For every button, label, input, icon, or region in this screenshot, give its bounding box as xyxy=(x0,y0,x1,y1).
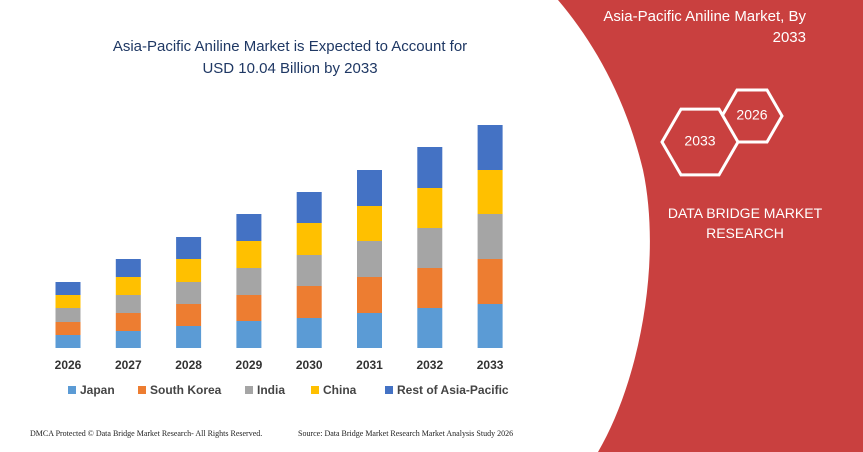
bar-segment xyxy=(236,268,262,295)
bar-segment xyxy=(296,255,322,286)
bar-segment xyxy=(236,295,262,321)
legend-label: South Korea xyxy=(150,383,222,397)
legend-label: India xyxy=(257,383,285,397)
x-tick-label: 2026 xyxy=(55,358,82,372)
bar-segment xyxy=(115,313,141,331)
bar-segment xyxy=(357,206,382,241)
bar-segment xyxy=(357,277,382,313)
footer-left: DMCA Protected © Data Bridge Market Rese… xyxy=(30,429,263,438)
bar-segment xyxy=(357,241,382,277)
bar-segment xyxy=(236,241,262,268)
legend-label: Rest of Asia-Pacific xyxy=(397,383,509,397)
bar-segment xyxy=(477,214,503,259)
bar-segment xyxy=(176,259,202,282)
panel-title: Asia-Pacific Aniline Market, By 2033 xyxy=(603,8,806,46)
bar-segment xyxy=(176,304,202,326)
hexagon xyxy=(660,107,740,177)
bar-segment xyxy=(296,223,322,255)
red-panel xyxy=(558,0,863,452)
x-tick-label: 2030 xyxy=(296,358,323,372)
bar-segment xyxy=(477,125,503,170)
bar-segment xyxy=(477,259,503,304)
bar-segment xyxy=(55,295,81,308)
bar-segment xyxy=(417,147,443,188)
bar-segment xyxy=(115,331,141,348)
bar-segment xyxy=(417,268,443,308)
bar-segment xyxy=(417,308,443,348)
bar-segment xyxy=(477,304,503,348)
x-tick-label: 2031 xyxy=(356,358,383,372)
legend-swatch xyxy=(385,386,393,394)
legend-label: China xyxy=(323,383,357,397)
bar-segment xyxy=(236,321,262,348)
bar-segment xyxy=(115,259,141,277)
bar-segment xyxy=(357,313,382,348)
bar-segment xyxy=(236,214,262,241)
x-tick-label: 2033 xyxy=(477,358,504,372)
bar-segment xyxy=(176,282,202,304)
legend-label: Japan xyxy=(80,383,115,397)
legend-swatch xyxy=(68,386,76,394)
chart-title: Asia-Pacific Aniline Market is Expected … xyxy=(112,38,468,77)
bar-segment xyxy=(115,295,141,313)
legend-swatch xyxy=(311,386,319,394)
hexagon-label: 2026 xyxy=(736,107,767,123)
x-tick-label: 2032 xyxy=(416,358,443,372)
legend-swatch xyxy=(138,386,146,394)
bar-segment xyxy=(296,286,322,318)
brand: DATA BRIDGE MARKET RESEARCH xyxy=(667,205,823,241)
bar-segment xyxy=(477,170,503,214)
bar-segment xyxy=(55,282,81,295)
bar-segment xyxy=(55,322,81,335)
legend-swatch xyxy=(245,386,253,394)
x-tick-label: 2029 xyxy=(236,358,263,372)
bar-segment xyxy=(115,277,141,295)
hexagon-label: 2033 xyxy=(684,133,715,149)
bar-segment xyxy=(296,318,322,348)
bar-segment xyxy=(176,326,202,348)
x-tick-label: 2027 xyxy=(115,358,142,372)
bar-segment xyxy=(296,192,322,223)
bar-segment xyxy=(357,170,382,206)
bar-segment xyxy=(55,335,81,348)
footer-right: Source: Data Bridge Market Research Mark… xyxy=(298,429,514,438)
bar-segment xyxy=(417,188,443,228)
bar-segment xyxy=(176,237,202,259)
bar-segment xyxy=(55,308,81,322)
x-tick-label: 2028 xyxy=(175,358,202,372)
bar-segment xyxy=(417,228,443,268)
